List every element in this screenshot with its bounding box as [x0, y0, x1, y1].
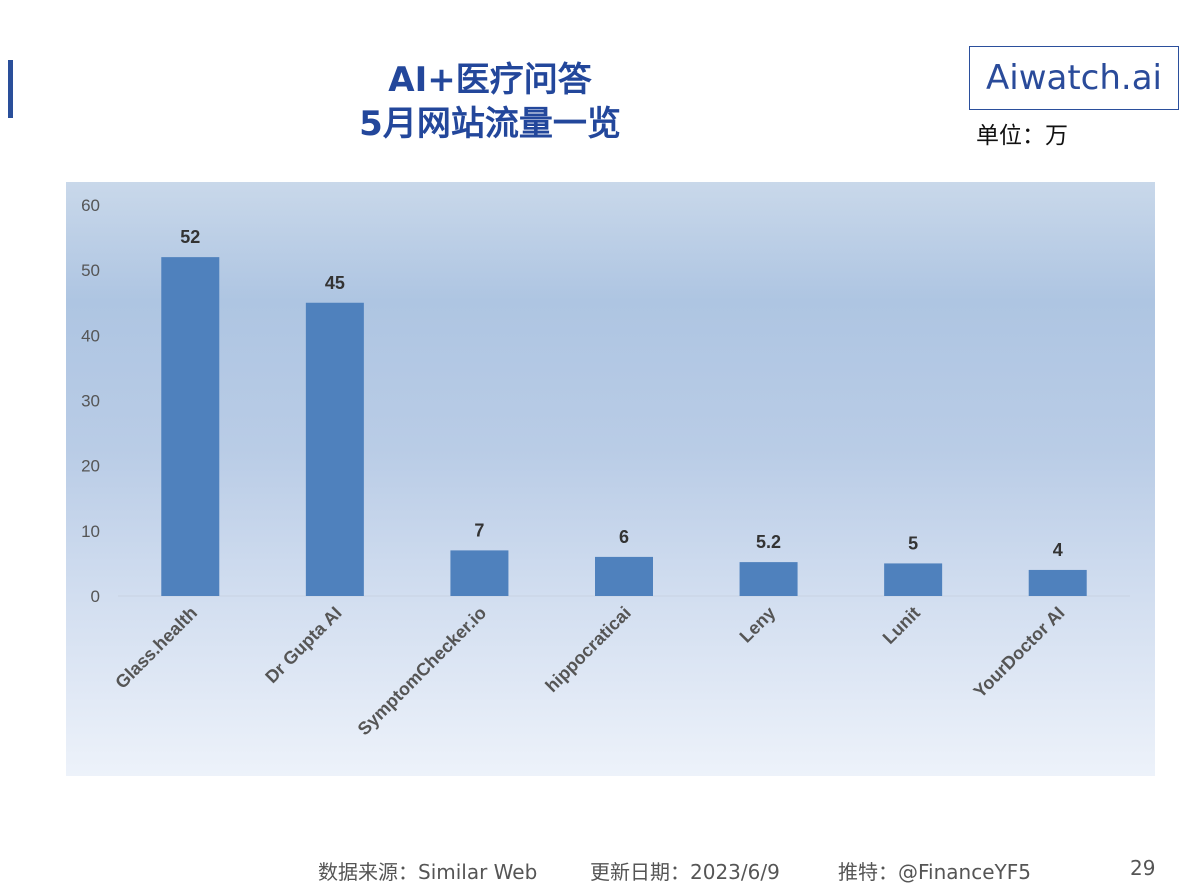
left-accent-bar: [8, 60, 13, 118]
brand-logo-box: Aiwatch.ai: [969, 46, 1179, 110]
footer-twitter: 推特：@FinanceYF5: [838, 860, 1031, 884]
data-label: 5.2: [756, 532, 781, 552]
brand-text: Aiwatch.ai: [985, 58, 1162, 98]
data-label: 52: [180, 227, 200, 247]
x-tick-label: Leny: [736, 603, 780, 647]
data-label: 7: [474, 520, 484, 540]
data-label: 5: [908, 533, 918, 553]
x-tick-label: hippocraticai: [541, 603, 634, 696]
x-tick-label: Lunit: [879, 603, 924, 648]
footer-page-number: 29: [1130, 856, 1156, 880]
bar: [450, 550, 509, 596]
y-tick-label: 30: [81, 392, 100, 411]
y-tick-label: 40: [81, 326, 100, 345]
x-tick-label: Glass.health: [111, 603, 201, 693]
data-label: 6: [619, 527, 629, 547]
y-tick-label: 10: [81, 522, 100, 541]
y-tick-label: 0: [91, 587, 100, 606]
bar: [884, 563, 943, 596]
x-tick-label: SymptomChecker.io: [354, 603, 491, 740]
x-tick-label: Dr Gupta AI: [261, 603, 345, 687]
page-title: AI+医疗问答 5月网站流量一览: [300, 58, 680, 146]
footer-source: 数据来源：Similar Web: [318, 860, 538, 884]
unit-label: 单位：万: [976, 123, 1068, 149]
bar: [161, 257, 220, 596]
bar: [739, 562, 798, 596]
bar: [305, 302, 364, 596]
title-line-1: AI+医疗问答: [388, 60, 592, 100]
data-label: 45: [325, 273, 345, 293]
y-tick-label: 60: [81, 196, 100, 215]
footer-updated-date: 更新日期：2023/6/9: [590, 860, 780, 884]
title-line-2: 5月网站流量一览: [359, 104, 621, 144]
bar: [1028, 569, 1087, 596]
x-tick-label: YourDoctor AI: [970, 603, 1069, 702]
chart-background-panel: [66, 182, 1155, 776]
y-tick-label: 20: [81, 457, 100, 476]
bar: [595, 556, 653, 596]
y-tick-label: 50: [81, 261, 100, 280]
data-label: 4: [1053, 540, 1063, 560]
